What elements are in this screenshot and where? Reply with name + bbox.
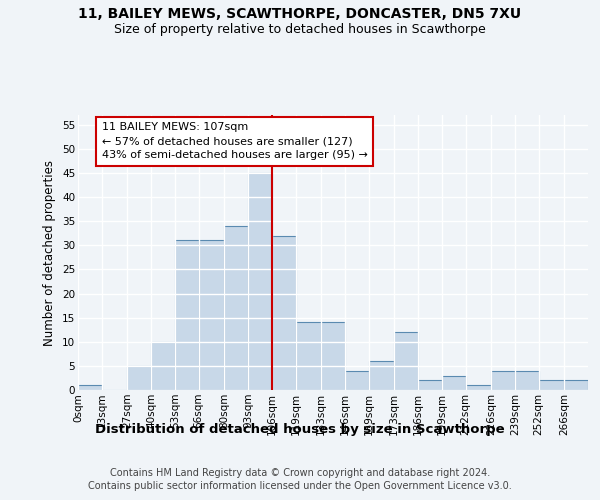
Bar (321, 322, 345, 390)
Bar (175, 240, 199, 390)
Text: Distribution of detached houses by size in Scawthorpe: Distribution of detached houses by size … (95, 422, 505, 436)
Bar (78, 385, 102, 390)
Text: Size of property relative to detached houses in Scawthorpe: Size of property relative to detached ho… (114, 22, 486, 36)
Bar (272, 236, 296, 390)
Bar (368, 361, 394, 390)
Text: Contains HM Land Registry data © Crown copyright and database right 2024.: Contains HM Land Registry data © Crown c… (110, 468, 490, 477)
Bar (151, 342, 175, 390)
Bar (491, 370, 515, 390)
Bar (539, 380, 564, 390)
Bar (127, 366, 151, 390)
Bar (345, 370, 368, 390)
Bar (466, 385, 491, 390)
Bar (296, 322, 321, 390)
Bar (394, 332, 418, 390)
Bar (442, 376, 466, 390)
Bar (248, 173, 272, 390)
Text: 11, BAILEY MEWS, SCAWTHORPE, DONCASTER, DN5 7XU: 11, BAILEY MEWS, SCAWTHORPE, DONCASTER, … (79, 8, 521, 22)
Bar (564, 380, 588, 390)
Bar (515, 370, 539, 390)
Bar (224, 226, 248, 390)
Text: 11 BAILEY MEWS: 107sqm
← 57% of detached houses are smaller (127)
43% of semi-de: 11 BAILEY MEWS: 107sqm ← 57% of detached… (102, 122, 368, 160)
Y-axis label: Number of detached properties: Number of detached properties (43, 160, 56, 346)
Bar (199, 240, 224, 390)
Bar (418, 380, 442, 390)
Text: Contains public sector information licensed under the Open Government Licence v3: Contains public sector information licen… (88, 481, 512, 491)
